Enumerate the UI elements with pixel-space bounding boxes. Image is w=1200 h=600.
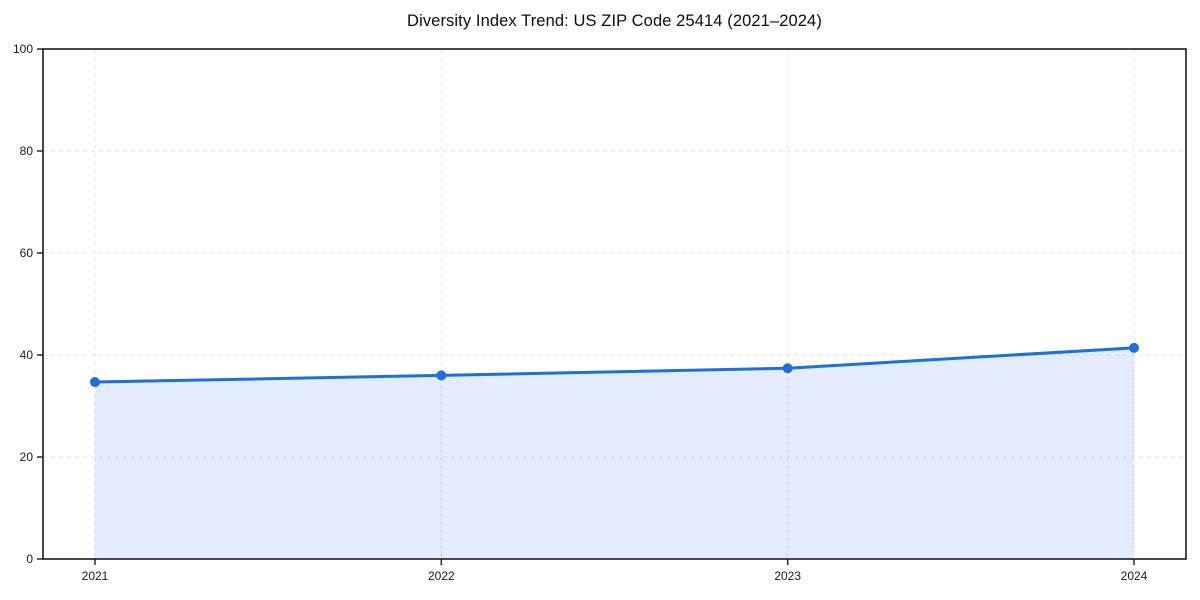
y-tick-label: 20 [20, 450, 34, 464]
y-tick-label: 0 [26, 552, 33, 566]
area-fill [95, 347, 1134, 559]
y-tick-label: 40 [20, 348, 34, 362]
x-tick-label: 2022 [428, 569, 455, 583]
x-tick-label: 2021 [82, 569, 109, 583]
chart-title: Diversity Index Trend: US ZIP Code 25414… [407, 12, 822, 30]
data-point-2021 [90, 377, 100, 388]
y-tick-label: 100 [13, 42, 33, 56]
trend-line [93, 346, 1136, 384]
x-tick-label: 2023 [774, 569, 801, 583]
x-tick-label: 2024 [1121, 569, 1148, 583]
data-point-2022 [436, 370, 447, 381]
data-point-2024 [1129, 342, 1139, 353]
plot-border [42, 48, 1187, 560]
data-point-2023 [782, 363, 793, 374]
y-tick-label: 80 [20, 144, 34, 158]
y-tick-label: 60 [20, 246, 34, 260]
